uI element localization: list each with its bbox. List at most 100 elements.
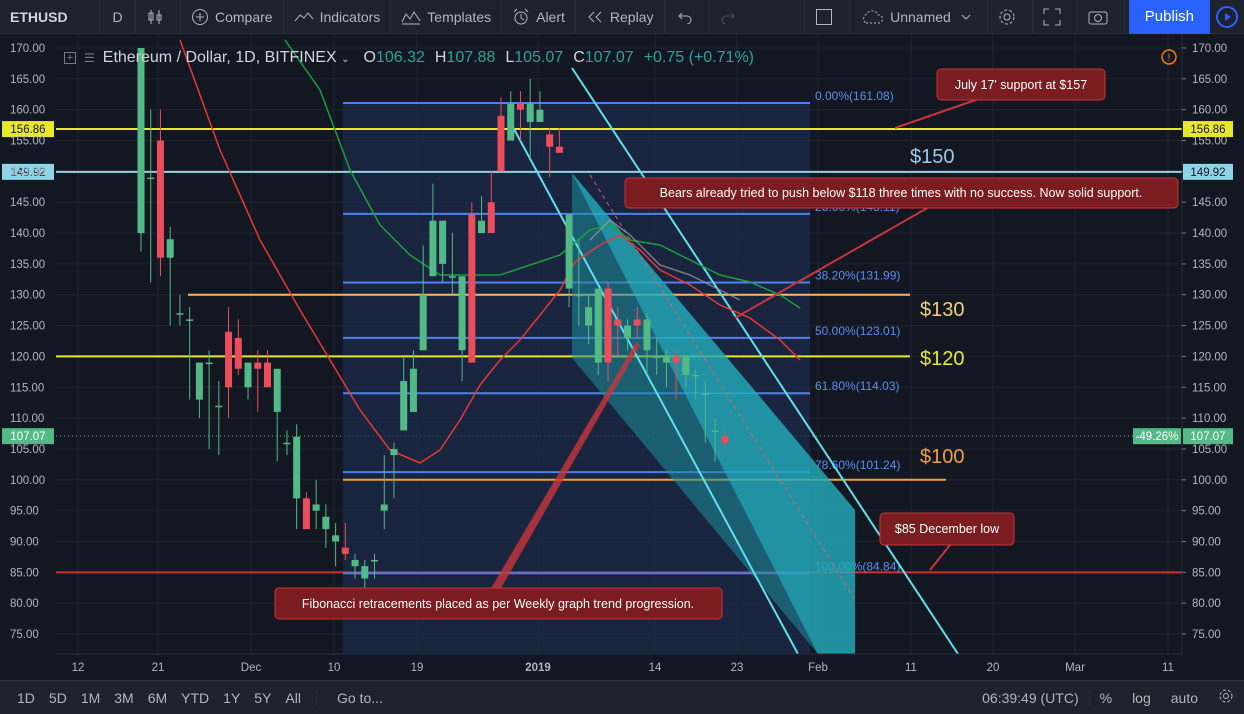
price-tick: 155.00 [1192,136,1227,148]
december-arrow [929,544,951,571]
label-120: $120 [920,348,965,370]
indicators-button[interactable]: Indicators [284,0,392,34]
range-button-5d[interactable]: 5D [48,689,67,706]
info-icon-glyph: ! [1168,53,1171,64]
symbol-title[interactable]: Ethereum / Dollar, 1D, BITFINEX ⌄ [102,49,350,66]
candle-body [429,220,437,277]
candle-body [332,535,340,542]
layout-name-button[interactable]: Unnamed [850,0,988,34]
interval-button[interactable]: D [100,0,136,34]
bears-callout[interactable] [624,177,1179,209]
info-icon[interactable] [1161,49,1177,65]
expand-icon[interactable]: + [64,52,76,64]
layout-name-label: Unnamed [890,8,951,25]
time-axis[interactable]: 12 21 Dec 10 19 2019 14 23 Feb 11 20 Mar 11 [72,662,1174,674]
time-tick: 21 [152,662,165,674]
candle-body [205,362,213,365]
time-tick: 10 [328,662,341,674]
fullscreen-button[interactable] [1033,0,1078,34]
december-low-callout[interactable] [879,512,1015,546]
settings-button[interactable] [988,0,1033,34]
scale-settings-button[interactable] [1208,688,1244,707]
left-badge-156: 156.86 [10,124,45,136]
play-circle-icon [1216,5,1238,28]
chart-area[interactable]: 0.00%(161.08)23.60%(143.11)38.20%(131.99… [0,34,1244,680]
candle-body [215,405,223,408]
candle-body [546,134,554,147]
price-chart[interactable]: 0.00%(161.08)23.60%(143.11)38.20%(131.99… [0,34,1244,680]
fullscreen-square-button[interactable] [804,0,851,34]
percent-badge-bg [1133,428,1181,445]
play-button[interactable] [1210,0,1244,34]
percent-toggle[interactable]: % [1099,689,1113,706]
label-100: $100 [920,446,965,468]
range-button-3m[interactable]: 3M [114,689,134,706]
candle-body [419,294,427,351]
left-badge-last: 107.07 [10,431,45,443]
range-button-all[interactable]: All [285,689,301,706]
candle-body [565,214,573,289]
range-button-1d[interactable]: 1D [17,689,35,706]
range-button-6m[interactable]: 6M [147,689,168,706]
candle-body [351,559,359,567]
candle-body [614,319,622,326]
candle-body [186,319,194,321]
log-toggle[interactable]: log [1132,689,1151,706]
candle-body [439,220,447,264]
clock-time[interactable]: 06:39:49 (UTC) [972,689,1090,706]
time-tick: 11 [1162,662,1174,674]
templates-button[interactable]: Templates [391,0,503,34]
candle-body [390,448,398,456]
candle-body [234,337,242,369]
candle-body [604,288,612,363]
price-badge-156: 156.86 [1190,124,1225,136]
candle-body [507,103,515,141]
price-axis[interactable]: 170.00 165.00 160.00 155.00 150.00 145.00 140.… [2,43,1233,641]
redo-button[interactable] [710,0,754,34]
open-label: O [363,49,376,66]
left-price-tick: 85.00 [10,567,39,579]
chart-style-button[interactable] [136,0,181,34]
alarm-clock-icon [513,8,529,24]
time-tick: Feb [808,662,828,674]
left-badge-last-bg [2,428,54,445]
july-support-callout[interactable] [936,68,1106,101]
time-tick: Mar [1065,662,1085,674]
compare-button[interactable]: Compare [181,0,284,34]
snapshot-button[interactable] [1078,0,1125,34]
label-150: $150 [910,146,955,168]
range-button-1y[interactable]: 1Y [223,689,241,706]
left-badge-150-bg [2,163,54,180]
drag-handle-icon[interactable]: ☰ [84,51,95,65]
candle-body [166,239,174,258]
price-badge-150-bg [1183,163,1233,180]
candle-body [487,202,495,234]
compare-label: Compare [215,8,273,25]
undo-button[interactable] [665,0,710,34]
left-price-tick: 150.00 [10,166,45,178]
alert-button[interactable]: Alert [502,0,576,34]
range-buttons: 1D 5D 1M 3M 6M YTD 1Y 5Y All [0,690,308,706]
range-button-1m[interactable]: 1M [80,689,101,706]
ma-gray-line [589,219,741,301]
candle-body [478,220,486,234]
fib-label: 78.60%(101.24) [815,458,900,472]
range-button-5y[interactable]: 5Y [254,689,272,706]
candle-body [302,498,310,530]
time-tick: 2019 [525,662,551,674]
left-price-tick: 125.00 [10,321,45,333]
candle-body [653,356,661,358]
range-button-ytd[interactable]: YTD [181,689,210,706]
close-label: C [573,49,585,66]
candle-body [156,140,164,258]
candle-body [283,442,291,445]
goto-button[interactable]: Go to... [315,689,383,706]
publish-button[interactable]: Publish [1128,0,1210,34]
symbol-search[interactable]: ETHUSD [0,0,100,34]
replay-button[interactable]: Replay [576,0,665,34]
auto-toggle[interactable]: auto [1170,689,1198,706]
price-tick: 100.00 [1192,475,1227,487]
left-price-tick: 115.00 [10,382,44,394]
fibonacci-callout[interactable] [274,587,723,620]
